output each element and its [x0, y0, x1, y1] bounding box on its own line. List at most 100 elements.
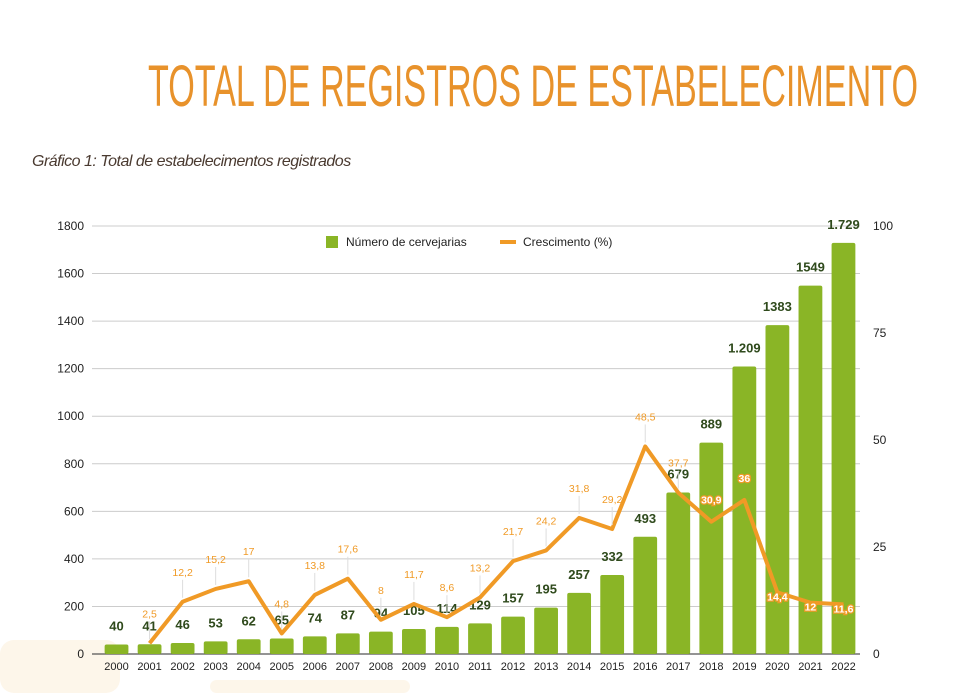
line-value-label: 37,7 — [668, 458, 689, 470]
bar-value-label: 889 — [700, 417, 722, 432]
line-value-label: 17 — [243, 546, 255, 558]
left-tick-label: 1600 — [57, 267, 84, 281]
bar-value-label: 195 — [535, 582, 557, 597]
x-tick-label: 2006 — [303, 661, 327, 673]
bar-value-label: 74 — [308, 610, 323, 625]
x-tick-label: 2016 — [633, 661, 657, 673]
legend-bar-label: Número de cervejarias — [346, 235, 467, 249]
line-value-label: 11,7 — [404, 569, 424, 581]
right-tick-label: 25 — [873, 540, 887, 554]
right-tick-label: 100 — [873, 219, 893, 233]
x-tick-label: 2021 — [798, 661, 822, 673]
bar-2006 — [302, 636, 327, 654]
line-value-label: 14,4 — [767, 591, 788, 603]
legend-line-label: Crescimento (%) — [523, 235, 612, 249]
bar-value-label: 46 — [175, 617, 189, 632]
x-tick-label: 2000 — [104, 661, 128, 673]
bar-2010 — [435, 626, 459, 654]
left-tick-label: 200 — [64, 599, 84, 613]
bar-value-label: 157 — [502, 591, 524, 606]
bar-value-label: 1549 — [796, 260, 825, 275]
line-value-label: 11,6 — [834, 603, 854, 615]
left-tick-label: 0 — [77, 647, 84, 661]
right-tick-label: 50 — [873, 433, 887, 447]
line-value-label: 30,9 — [701, 495, 722, 507]
line-value-label: 21,7 — [503, 526, 524, 538]
left-tick-label: 600 — [64, 504, 84, 518]
bar-2000 — [104, 644, 129, 654]
bar-2008 — [368, 631, 393, 654]
x-tick-label: 2018 — [699, 661, 723, 673]
line-value-label: 8 — [378, 585, 384, 597]
bar-2019 — [732, 366, 757, 654]
x-tick-label: 2003 — [203, 661, 227, 673]
bar-2009 — [402, 629, 426, 654]
x-tick-label: 2009 — [402, 661, 426, 673]
bar-2013 — [534, 607, 558, 654]
bar-2020 — [765, 325, 790, 654]
x-tick-label: 2007 — [336, 661, 360, 673]
bar-value-label: 1.729 — [827, 217, 860, 232]
x-tick-label: 2010 — [435, 661, 459, 673]
bar-2005 — [269, 638, 294, 654]
bar-2017 — [666, 492, 691, 654]
line-value-label: 13,2 — [470, 563, 491, 575]
line-value-label: 31,8 — [569, 483, 590, 495]
bar-value-label: 87 — [341, 607, 355, 622]
line-value-label: 12,2 — [172, 567, 193, 579]
line-value-label: 29,2 — [602, 494, 623, 506]
bar-value-label: 1.209 — [728, 341, 761, 356]
x-tick-label: 2001 — [137, 661, 161, 673]
bar-2007 — [335, 633, 360, 654]
line-value-label: 15,2 — [205, 554, 226, 566]
bar-value-label: 62 — [241, 613, 255, 628]
background-shape — [0, 640, 120, 693]
x-tick-label: 2017 — [666, 661, 690, 673]
growth-line — [148, 444, 844, 645]
bar-2004 — [236, 639, 261, 654]
bar-2018 — [699, 442, 724, 654]
left-tick-label: 800 — [64, 457, 84, 471]
line-value-label: 24,2 — [536, 515, 557, 527]
x-tick-label: 2015 — [600, 661, 624, 673]
bar-value-label: 493 — [634, 511, 656, 526]
left-tick-label: 400 — [64, 552, 84, 566]
line-value-label: 48,5 — [635, 411, 656, 423]
bar-2003 — [203, 641, 228, 654]
left-tick-label: 1400 — [57, 314, 84, 328]
bar-2002 — [170, 643, 195, 654]
x-tick-label: 2014 — [567, 661, 591, 673]
bar-2014 — [567, 592, 592, 654]
x-tick-label: 2002 — [170, 661, 194, 673]
legend-bar-swatch — [326, 236, 338, 248]
line-value-label: 12 — [805, 602, 817, 614]
x-tick-label: 2012 — [501, 661, 525, 673]
bar-2021 — [798, 285, 823, 654]
right-tick-label: 75 — [873, 326, 887, 340]
bar-2016 — [633, 536, 658, 654]
x-tick-label: 2011 — [468, 661, 492, 673]
bar-2022 — [831, 242, 856, 655]
line-value-label: 17,6 — [338, 544, 359, 556]
bar-2015 — [600, 575, 625, 654]
line-value-label: 13,8 — [305, 560, 326, 572]
line-value-label: 36 — [739, 473, 751, 485]
line-value-label: 4,8 — [274, 598, 289, 610]
line-value-label: 2,5 — [142, 608, 157, 620]
left-tick-label: 1000 — [57, 409, 84, 423]
title-area: TOTAL DE REGISTROS DE ESTABELECIMENTO — [148, 54, 918, 119]
bar-2011 — [468, 623, 492, 654]
x-tick-label: 2020 — [765, 661, 789, 673]
bar-2001 — [137, 644, 162, 654]
left-tick-label: 1800 — [57, 219, 84, 233]
x-tick-label: 2013 — [534, 661, 558, 673]
left-tick-label: 1200 — [57, 362, 84, 376]
bar-value-label: 53 — [208, 615, 222, 630]
bar-2012 — [501, 616, 525, 654]
bar-value-label: 257 — [568, 567, 590, 582]
bar-value-label: 40 — [109, 618, 123, 633]
x-tick-label: 2019 — [732, 661, 756, 673]
right-tick-label: 0 — [873, 647, 880, 661]
chart-subtitle: Gráfico 1: Total de estabelecimentos reg… — [32, 153, 351, 170]
